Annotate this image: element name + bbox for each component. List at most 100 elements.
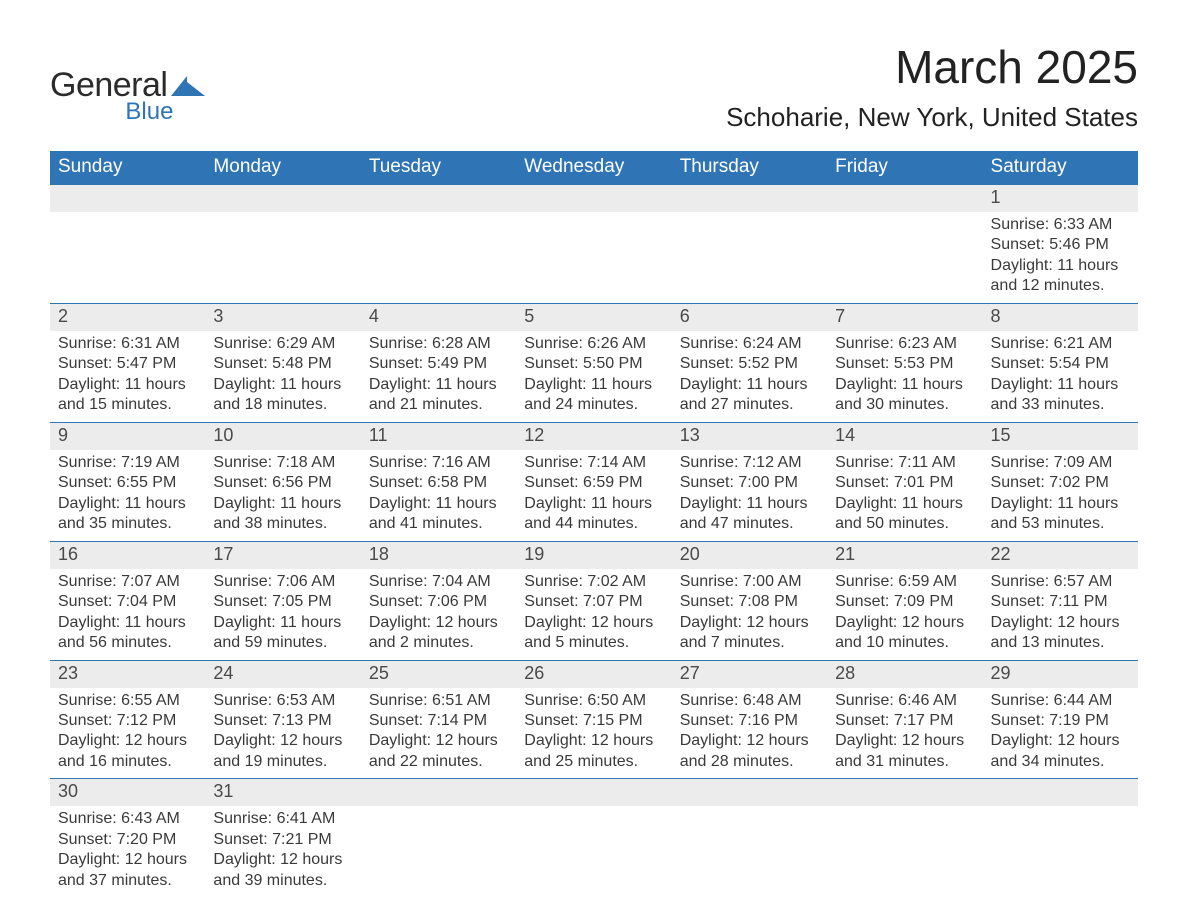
calendar-cell (983, 779, 1138, 897)
daylight-label: Daylight: 11 hours and 18 minutes. (213, 375, 352, 416)
day-number-row: 6 (672, 304, 827, 331)
sunset-label: Sunset: 6:58 PM (369, 473, 508, 493)
day-number-row: 20 (672, 542, 827, 569)
daylight-label: Daylight: 11 hours and 53 minutes. (991, 494, 1130, 535)
sunset-label: Sunset: 7:01 PM (835, 473, 974, 493)
day-number-row: 27 (672, 661, 827, 688)
calendar-cell: 21Sunrise: 6:59 AMSunset: 7:09 PMDayligh… (827, 541, 982, 660)
day-number: 22 (983, 542, 1138, 569)
sunrise-label: Sunrise: 7:04 AM (369, 572, 508, 592)
day-details: Sunrise: 7:02 AMSunset: 7:07 PMDaylight:… (516, 569, 671, 660)
day-number-row (827, 185, 982, 212)
daylight-label: Daylight: 11 hours and 30 minutes. (835, 375, 974, 416)
day-details (205, 212, 360, 291)
daylight-label: Daylight: 11 hours and 38 minutes. (213, 494, 352, 535)
day-number-row: 23 (50, 661, 205, 688)
sunrise-label: Sunrise: 6:29 AM (213, 334, 352, 354)
location-label: Schoharie, New York, United States (726, 102, 1138, 133)
day-details (983, 806, 1138, 885)
day-number-row: 26 (516, 661, 671, 688)
day-details: Sunrise: 6:33 AMSunset: 5:46 PMDaylight:… (983, 212, 1138, 303)
sunset-label: Sunset: 7:12 PM (58, 711, 197, 731)
day-number: 20 (672, 542, 827, 569)
day-number-row: 5 (516, 304, 671, 331)
daylight-label: Daylight: 12 hours and 37 minutes. (58, 850, 197, 891)
calendar-body: 1Sunrise: 6:33 AMSunset: 5:46 PMDaylight… (50, 185, 1138, 898)
calendar-cell (361, 779, 516, 897)
calendar-cell: 28Sunrise: 6:46 AMSunset: 7:17 PMDayligh… (827, 660, 982, 779)
day-number (361, 779, 516, 806)
sunrise-label: Sunrise: 7:09 AM (991, 453, 1130, 473)
logo-word-general: General (50, 68, 167, 102)
sunrise-label: Sunrise: 6:55 AM (58, 691, 197, 711)
calendar-cell (672, 779, 827, 897)
calendar-cell: 25Sunrise: 6:51 AMSunset: 7:14 PMDayligh… (361, 660, 516, 779)
day-number-row: 29 (983, 661, 1138, 688)
day-number: 30 (50, 779, 205, 806)
day-number-row (205, 185, 360, 212)
sunset-label: Sunset: 7:06 PM (369, 592, 508, 612)
day-number-row: 2 (50, 304, 205, 331)
calendar-cell: 16Sunrise: 7:07 AMSunset: 7:04 PMDayligh… (50, 541, 205, 660)
day-details (361, 806, 516, 885)
daylight-label: Daylight: 11 hours and 21 minutes. (369, 375, 508, 416)
calendar-cell: 23 Sunrise: 6:55 AMSunset: 7:12 PMDayligh… (50, 660, 205, 779)
day-number (516, 185, 671, 212)
day-details: Sunrise: 7:19 AMSunset: 6:55 PMDaylight:… (50, 450, 205, 541)
calendar-cell: 17Sunrise: 7:06 AMSunset: 7:05 PMDayligh… (205, 541, 360, 660)
day-number: 8 (983, 304, 1138, 331)
sunset-label: Sunset: 5:49 PM (369, 354, 508, 374)
daylight-label: Daylight: 11 hours and 35 minutes. (58, 494, 197, 535)
day-number: 12 (516, 423, 671, 450)
day-number: 29 (983, 661, 1138, 688)
day-details: Sunrise: 7:12 AMSunset: 7:00 PMDaylight:… (672, 450, 827, 541)
sunset-label: Sunset: 7:16 PM (680, 711, 819, 731)
day-number (672, 779, 827, 806)
day-number: 15 (983, 423, 1138, 450)
day-number: 16 (50, 542, 205, 569)
day-number (516, 779, 671, 806)
day-number: 26 (516, 661, 671, 688)
sunrise-label: Sunrise: 7:18 AM (213, 453, 352, 473)
day-number-row (50, 185, 205, 212)
sunset-label: Sunset: 6:59 PM (524, 473, 663, 493)
day-number-row: 17 (205, 542, 360, 569)
sunrise-label: Sunrise: 7:16 AM (369, 453, 508, 473)
sunrise-label: Sunrise: 6:41 AM (213, 809, 352, 829)
sunset-label: Sunset: 5:47 PM (58, 354, 197, 374)
day-number: 10 (205, 423, 360, 450)
calendar-cell: 30Sunrise: 6:43 AMSunset: 7:20 PMDayligh… (50, 779, 205, 897)
sunset-label: Sunset: 7:11 PM (991, 592, 1130, 612)
logo-word-blue: Blue (125, 100, 173, 124)
calendar-week: 9Sunrise: 7:19 AMSunset: 6:55 PMDaylight… (50, 422, 1138, 541)
daylight-label: Daylight: 11 hours and 12 minutes. (991, 256, 1130, 297)
daylight-label: Daylight: 11 hours and 44 minutes. (524, 494, 663, 535)
calendar-cell (827, 185, 982, 304)
day-number (361, 185, 516, 212)
day-details: Sunrise: 7:07 AMSunset: 7:04 PMDaylight:… (50, 569, 205, 660)
day-details: Sunrise: 6:57 AMSunset: 7:11 PMDaylight:… (983, 569, 1138, 660)
calendar-cell: 29Sunrise: 6:44 AMSunset: 7:19 PMDayligh… (983, 660, 1138, 779)
calendar-cell: 18Sunrise: 7:04 AMSunset: 7:06 PMDayligh… (361, 541, 516, 660)
weekday-header: Friday (827, 151, 982, 185)
sunset-label: Sunset: 7:17 PM (835, 711, 974, 731)
day-number-row: 19 (516, 542, 671, 569)
calendar-cell: 13Sunrise: 7:12 AMSunset: 7:00 PMDayligh… (672, 422, 827, 541)
day-number-row: 28 (827, 661, 982, 688)
day-number-row: 24 (205, 661, 360, 688)
calendar-cell (827, 779, 982, 897)
day-details (516, 212, 671, 291)
sunset-label: Sunset: 7:05 PM (213, 592, 352, 612)
weekday-header: Wednesday (516, 151, 671, 185)
day-details: Sunrise: 6:31 AMSunset: 5:47 PMDaylight:… (50, 331, 205, 422)
calendar-cell: 4Sunrise: 6:28 AMSunset: 5:49 PMDaylight… (361, 303, 516, 422)
sunrise-label: Sunrise: 6:44 AM (991, 691, 1130, 711)
sunrise-label: Sunrise: 7:14 AM (524, 453, 663, 473)
day-number-row (516, 185, 671, 212)
calendar-cell: 8Sunrise: 6:21 AMSunset: 5:54 PMDaylight… (983, 303, 1138, 422)
daylight-label: Daylight: 12 hours and 16 minutes. (58, 731, 197, 772)
sunrise-label: Sunrise: 6:57 AM (991, 572, 1130, 592)
daylight-label: Daylight: 11 hours and 15 minutes. (58, 375, 197, 416)
day-number: 5 (516, 304, 671, 331)
calendar-cell (50, 185, 205, 304)
